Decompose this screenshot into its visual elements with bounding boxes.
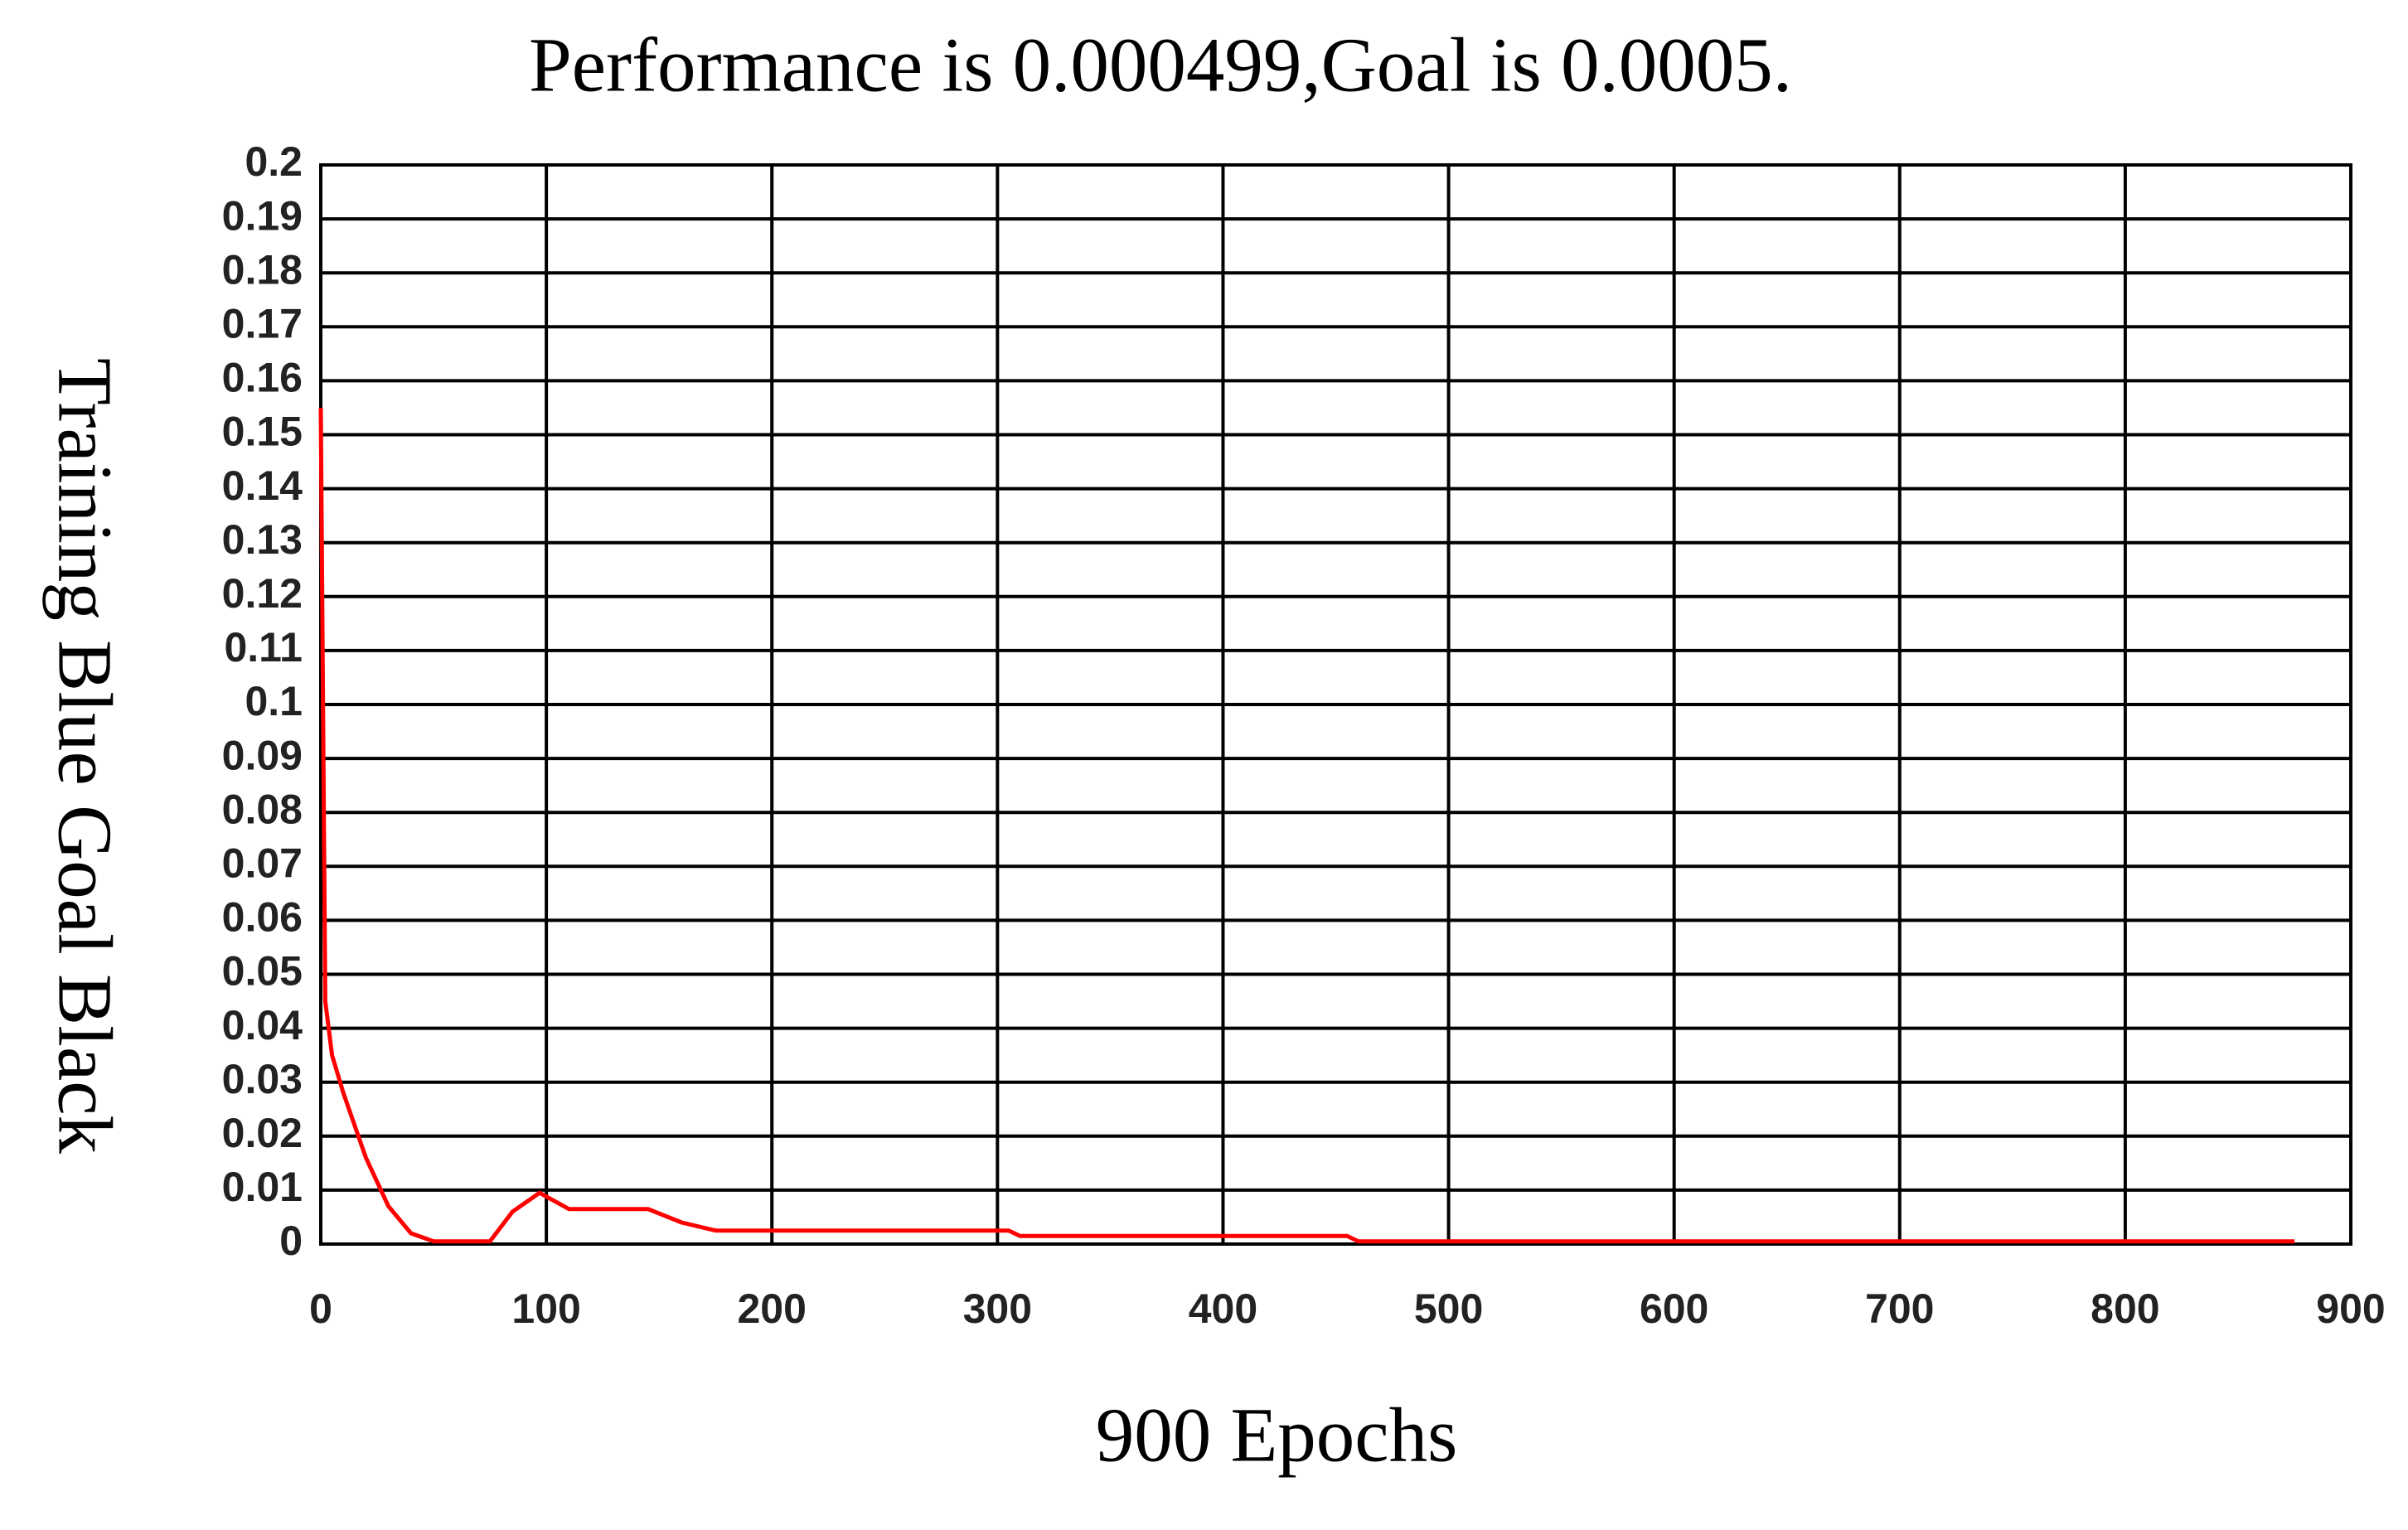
y-tick-label: 0.2 (245, 138, 303, 185)
x-tick-label: 400 (1189, 1285, 1257, 1332)
x-tick-label: 100 (511, 1285, 580, 1332)
y-tick-label: 0.07 (222, 840, 303, 887)
y-tick-label: 0.06 (222, 894, 303, 941)
x-tick-label: 800 (2091, 1285, 2159, 1332)
x-tick-label: 0 (309, 1285, 332, 1332)
y-tick-label: 0.1 (245, 678, 303, 724)
chart-title: Performance is 0.000499,Goal is 0.0005. (529, 22, 1792, 108)
y-tick-label: 0.16 (222, 355, 303, 401)
y-tick-label: 0 (279, 1218, 303, 1264)
y-axis-label: Training Blue Goal Black (42, 358, 128, 1155)
y-tick-label: 0.01 (222, 1164, 303, 1210)
y-tick-label: 0.02 (222, 1110, 303, 1156)
y-tick-label: 0.18 (222, 246, 303, 293)
y-tick-label: 0.09 (222, 732, 303, 778)
x-axis-label: 900 Epochs (1096, 1392, 1458, 1478)
y-tick-label: 0.13 (222, 516, 303, 563)
y-tick-label: 0.03 (222, 1056, 303, 1102)
x-tick-label: 300 (963, 1285, 1032, 1332)
y-tick-label: 0.12 (222, 570, 303, 617)
y-tick-label: 0.04 (222, 1002, 303, 1048)
y-tick-label: 0.17 (222, 301, 303, 347)
y-tick-label: 0.15 (222, 409, 303, 455)
x-tick-label: 700 (1865, 1285, 1934, 1332)
y-tick-label: 0.19 (222, 192, 303, 239)
x-tick-label: 600 (1640, 1285, 1708, 1332)
line (318, 407, 2294, 1244)
y-tick-label: 0.11 (224, 624, 303, 671)
y-tick-label: 0.14 (222, 462, 303, 509)
x-tick-label: 900 (2316, 1285, 2385, 1332)
y-tick-label: 0.08 (222, 786, 303, 832)
y-tick-label: 0.05 (222, 948, 303, 995)
x-tick-label: 500 (1414, 1285, 1483, 1332)
plot-frame (319, 163, 2352, 1246)
x-tick-label: 200 (738, 1285, 807, 1332)
